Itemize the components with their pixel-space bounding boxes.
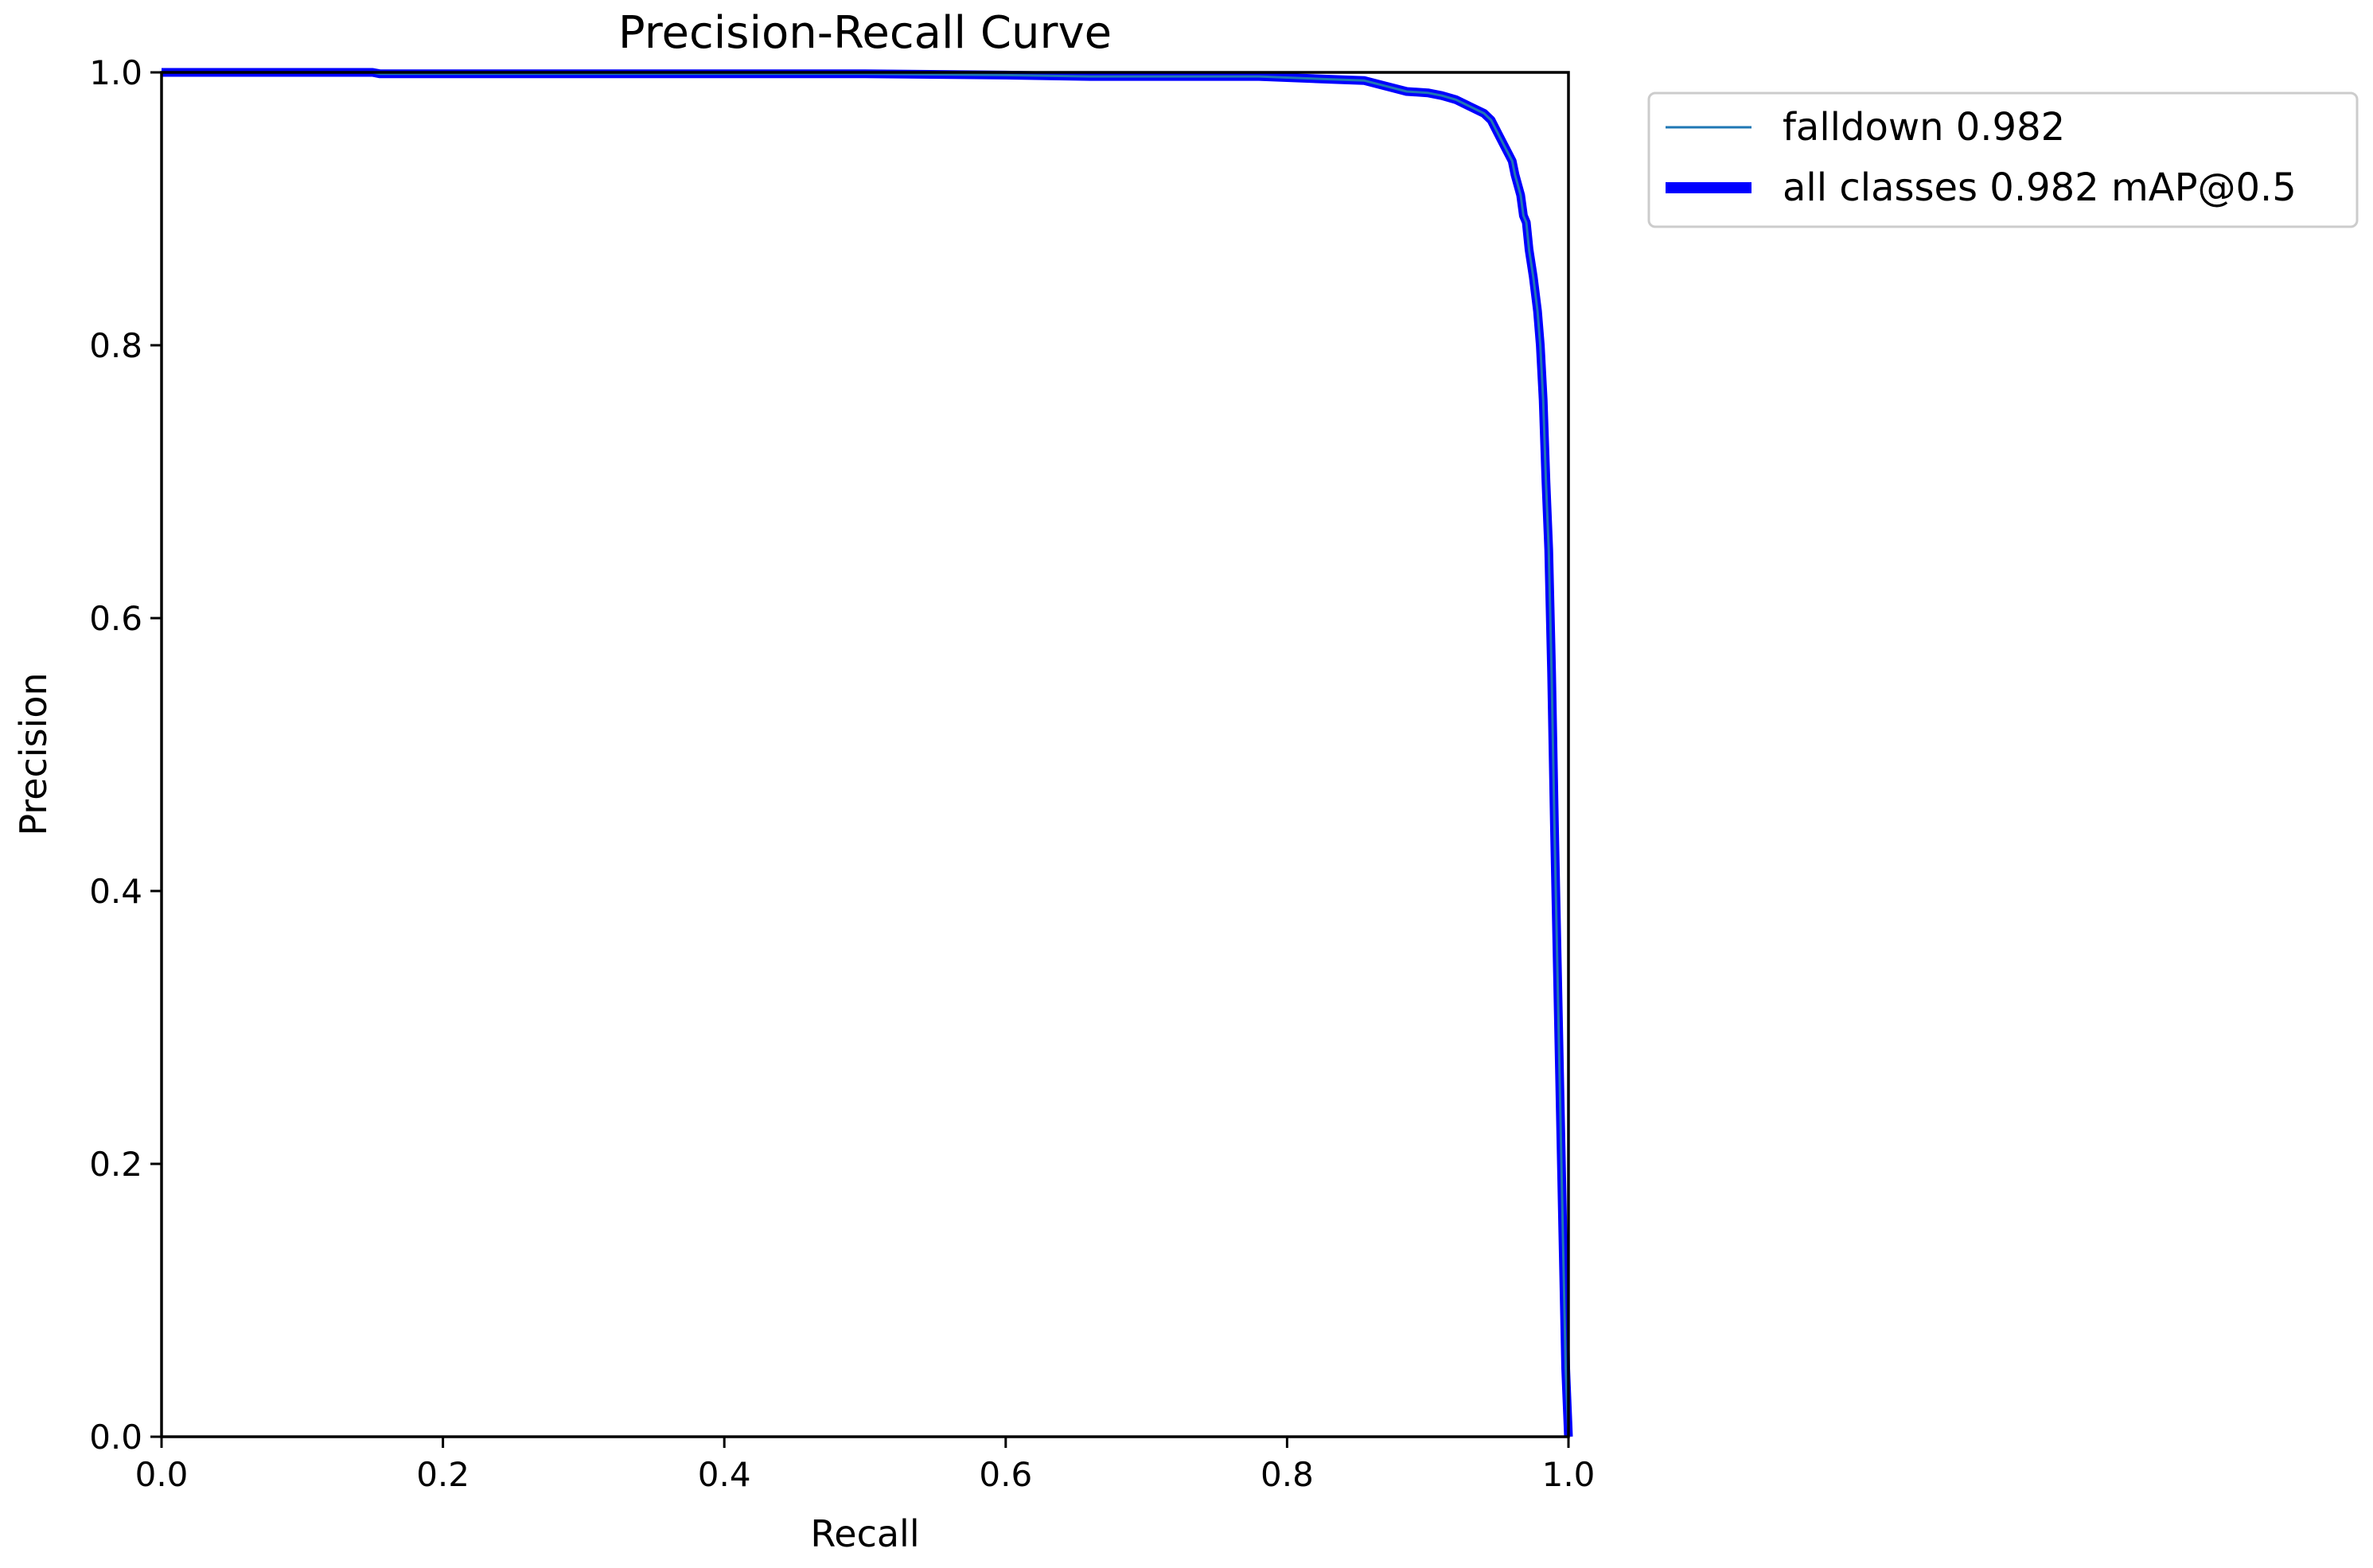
legend: falldown 0.982 all classes 0.982 mAP@0.5 <box>1647 91 2359 228</box>
x-tick-label: 0.6 <box>979 1455 1032 1494</box>
x-tick-label: 0.8 <box>1261 1455 1314 1494</box>
x-tick-label: 0.0 <box>135 1455 189 1494</box>
x-tick-label: 0.4 <box>698 1455 751 1494</box>
y-axis-label: Precision <box>12 672 55 835</box>
plot-frame <box>160 71 1570 1438</box>
chart-title: Precision-Recall Curve <box>618 7 1112 59</box>
y-tick-label: 0.4 <box>89 872 142 911</box>
series-line-falldown <box>162 71 1570 1438</box>
y-axis: 0.0 0.2 0.4 0.6 0.8 1.0 <box>89 53 162 1457</box>
legend-box <box>1647 91 2359 228</box>
legend-label-all-classes: all classes 0.982 mAP@0.5 <box>1783 165 2297 210</box>
y-tick-label: 0.6 <box>89 599 142 638</box>
y-tick-label: 0.2 <box>89 1145 142 1184</box>
x-axis: 0.0 0.2 0.4 0.6 0.8 1.0 <box>135 1437 1596 1494</box>
y-tick-label: 0.0 <box>89 1418 142 1457</box>
legend-label-falldown: falldown 0.982 <box>1783 105 2065 150</box>
y-tick-label: 1.0 <box>89 53 142 92</box>
x-tick-label: 0.2 <box>416 1455 470 1494</box>
x-axis-label: Recall <box>810 1512 919 1555</box>
y-tick-label: 0.8 <box>89 326 142 365</box>
series-layer <box>162 68 1573 1438</box>
x-tick-label: 1.0 <box>1542 1455 1596 1494</box>
